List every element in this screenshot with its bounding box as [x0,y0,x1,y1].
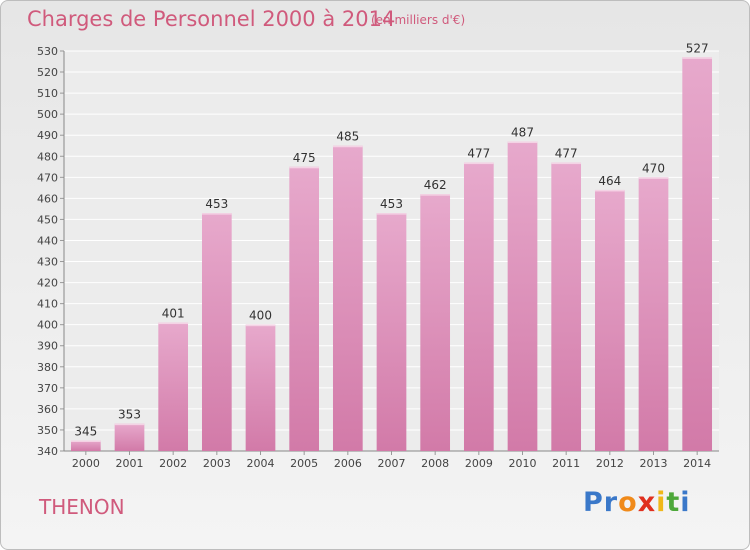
bar-value-label: 453 [205,197,228,211]
y-tick-label: 480 [37,150,58,163]
x-tick-label: 2013 [640,457,668,470]
bar [201,213,232,451]
bar-value-label: 477 [555,147,578,161]
y-tick-label: 400 [37,319,58,332]
y-tick-label: 420 [37,277,58,290]
x-tick-label: 2007 [378,457,406,470]
x-tick-label: 2005 [290,457,318,470]
y-tick-label: 490 [37,129,58,142]
proxiti-logo[interactable]: Proxiti [583,487,691,518]
bar-top-highlight [245,324,276,327]
logo-letter: t [666,487,681,518]
bar-value-label: 527 [686,41,709,55]
bar-value-label: 400 [249,309,272,323]
y-tick-label: 460 [37,192,58,205]
bar-value-label: 462 [424,178,447,192]
y-tick-label: 520 [37,66,58,79]
bar [70,440,101,451]
y-tick-label: 500 [37,108,58,121]
chart-title: Charges de Personnel 2000 à 2014 [27,7,396,31]
y-tick-label: 380 [37,361,58,374]
x-tick-label: 2009 [465,457,493,470]
y-tick-label: 510 [37,87,58,100]
x-tick-label: 2004 [247,457,275,470]
bar-value-label: 485 [336,130,359,144]
chart-subtitle: (en milliers d'€) [371,13,466,27]
bar-value-label: 353 [118,408,141,422]
bar-top-highlight [201,213,232,215]
bar-top-highlight [420,194,451,196]
bar-value-label: 487 [511,126,534,140]
bar-value-label: 470 [642,161,665,175]
logo-letter: r [603,487,619,518]
bar-value-label: 453 [380,197,403,211]
y-tick-label: 360 [37,403,58,416]
bar-top-highlight [289,166,320,169]
logo-letter: x [637,487,657,518]
x-tick-label: 2003 [203,457,231,470]
x-tick-label: 2011 [552,457,580,470]
bar [376,213,407,451]
bar [332,145,363,451]
x-tick-label: 2012 [596,457,624,470]
x-tick-label: 2008 [421,457,449,470]
bar [245,324,276,451]
bar [638,177,669,451]
x-tick-label: 2001 [116,457,144,470]
x-tick-label: 2010 [509,457,537,470]
logo-letter: i [656,487,667,518]
city-name: THENON [39,495,125,519]
bar [682,57,713,451]
bar-top-highlight [70,440,101,442]
y-tick-label: 450 [37,213,58,226]
x-tick-label: 2014 [683,457,711,470]
bar-top-highlight [551,162,582,165]
bar [420,194,451,451]
bar-top-highlight [114,423,145,426]
y-tick-label: 430 [37,256,58,269]
logo-letter: o [618,487,638,518]
y-tick-label: 350 [37,424,58,437]
bar-value-label: 345 [74,424,97,438]
x-tick-label: 2006 [334,457,362,470]
x-tick-label: 2002 [159,457,187,470]
bar-value-label: 401 [162,307,185,321]
bar-value-label: 475 [293,151,316,165]
bar-top-highlight [594,189,625,192]
y-tick-label: 470 [37,171,58,184]
bar-top-highlight [507,141,538,144]
bar [289,166,320,451]
bar-top-highlight [638,177,669,179]
y-tick-label: 440 [37,234,58,247]
y-tick-label: 340 [37,445,58,458]
bar-top-highlight [682,57,713,59]
logo-letter: P [583,487,604,518]
bar-top-highlight [332,145,363,148]
bar [158,322,189,451]
bar-top-highlight [463,162,494,165]
y-tick-label: 410 [37,298,58,311]
x-tick-label: 2000 [72,457,100,470]
bar [594,189,625,451]
bar-top-highlight [376,213,407,215]
y-tick-label: 530 [37,45,58,58]
y-tick-label: 390 [37,340,58,353]
bar-top-highlight [158,322,189,325]
bar [463,162,494,451]
bar-value-label: 464 [598,174,621,188]
y-tick-label: 370 [37,382,58,395]
bar-value-label: 477 [467,147,490,161]
bar [114,423,145,451]
bar [507,141,538,452]
bar [551,162,582,451]
logo-letter: i [680,487,691,518]
